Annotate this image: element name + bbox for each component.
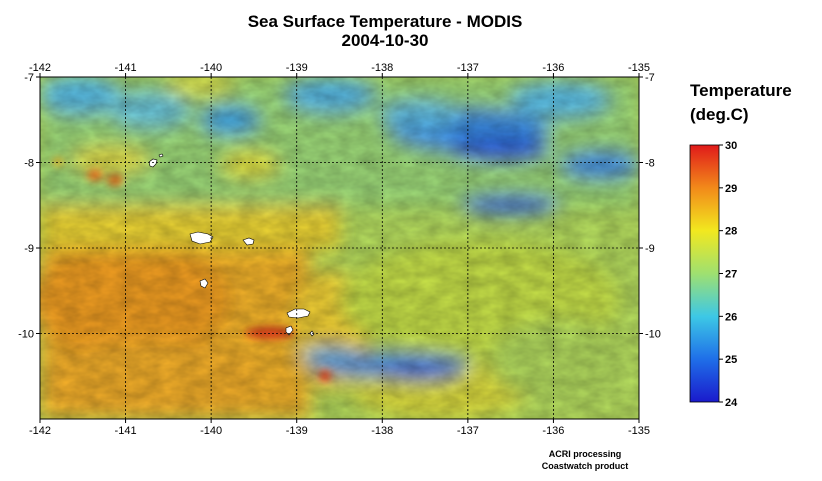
lat-tick-label-left: -9 — [24, 243, 34, 255]
legend-title: Temperature — [690, 81, 792, 100]
colorbar-ticks: 24 25 26 27 28 29 30 — [719, 140, 738, 409]
island — [199, 278, 209, 289]
colorbar-tick-label: 24 — [725, 397, 738, 409]
map-title: Sea Surface Temperature - MODIS — [247, 12, 523, 31]
lat-tick-label-right: -9 — [645, 243, 655, 255]
sst-field — [40, 77, 639, 419]
lon-tick-label-bottom: -135 — [628, 425, 650, 437]
island — [285, 325, 294, 336]
lon-tick-label-top: -141 — [115, 62, 137, 74]
islands — [148, 153, 315, 337]
credit-product: Coastwatch product — [541, 461, 629, 471]
graticule — [36, 73, 643, 423]
lon-tick-label-bottom: -141 — [115, 425, 137, 437]
lon-tick-label-top: -136 — [542, 62, 564, 74]
lon-tick-label-bottom: -136 — [542, 425, 564, 437]
map-frame — [39, 76, 640, 420]
lat-tick-label-left: -8 — [24, 158, 34, 170]
lat-tick-label-right: -8 — [645, 158, 655, 170]
island — [242, 237, 255, 246]
map-date: 2004-10-30 — [341, 31, 429, 50]
colorbar-tick-label: 28 — [725, 226, 737, 238]
lat-tick-label-left: -7 — [24, 72, 34, 84]
legend-units: (deg.C) — [690, 105, 749, 124]
lat-tick-label-left: -10 — [18, 329, 34, 341]
tick-labels: -142 -142 -141 -141 -140 -140 -139 -139 -138 -138… — [18, 62, 661, 437]
lon-tick-label-top: -139 — [286, 62, 308, 74]
lon-tick-label-bottom: -138 — [371, 425, 393, 437]
island — [148, 158, 158, 168]
lon-tick-label-top: -140 — [200, 62, 222, 74]
credit-processing: ACRI processing — [548, 449, 622, 459]
colorbar-tick-label: 29 — [725, 183, 737, 195]
colorbar-tick-label: 30 — [725, 140, 737, 152]
lat-tick-label-right: -7 — [645, 72, 655, 84]
lon-tick-label-top: -142 — [29, 62, 51, 74]
island — [158, 153, 164, 158]
colorbar-tick-label: 25 — [725, 354, 737, 366]
lon-tick-label-bottom: -137 — [457, 425, 479, 437]
lon-tick-label-bottom: -139 — [286, 425, 308, 437]
colorbar — [689, 144, 720, 403]
lon-tick-label-top: -137 — [457, 62, 479, 74]
lon-tick-label-bottom: -142 — [29, 425, 51, 437]
lon-tick-label-bottom: -140 — [200, 425, 222, 437]
island — [189, 231, 214, 245]
lat-tick-label-right: -10 — [645, 329, 661, 341]
colorbar-tick-label: 27 — [725, 269, 737, 281]
lon-tick-label-top: -135 — [628, 62, 650, 74]
lon-tick-label-top: -138 — [371, 62, 393, 74]
colorbar-tick-label: 26 — [725, 311, 737, 323]
